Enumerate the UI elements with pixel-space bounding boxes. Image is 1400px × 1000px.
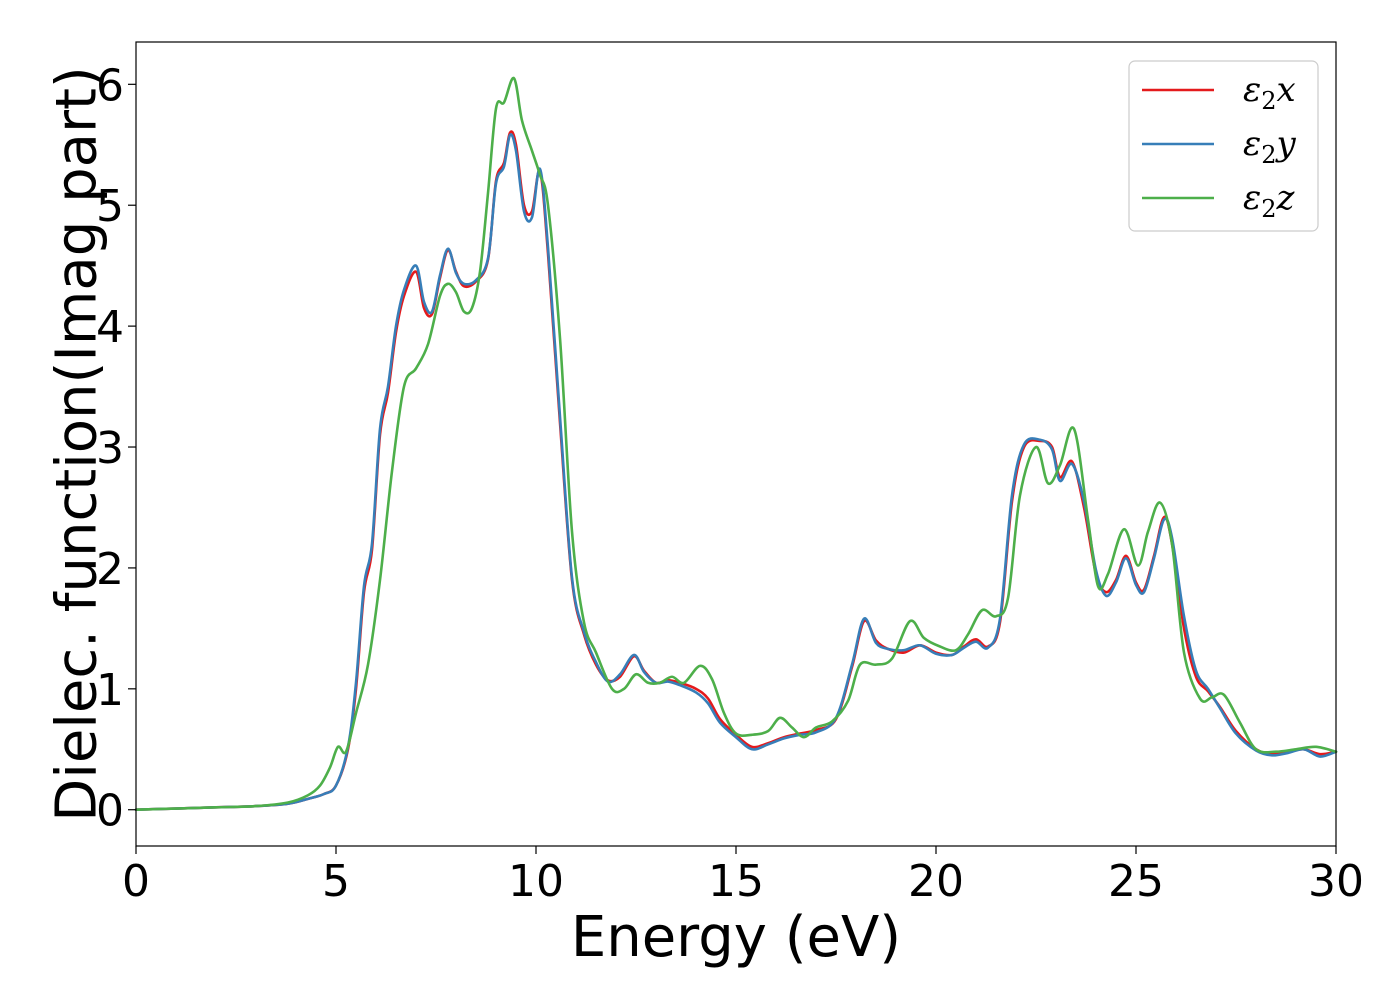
x-tick-label: 20 xyxy=(908,856,964,907)
y-tick-label: 4 xyxy=(96,302,124,353)
legend-label-z: ε2z xyxy=(1243,178,1296,223)
y-axis-ticks: 0 1 2 3 4 5 6 xyxy=(96,60,136,837)
y-axis-label: Dielec. function(Imag part) xyxy=(45,66,110,822)
series-layer xyxy=(134,76,1338,812)
series-line-x xyxy=(134,130,1338,812)
y-tick-label: 1 xyxy=(96,665,124,716)
y-tick-label: 0 xyxy=(96,786,124,837)
legend-label-x: ε2x xyxy=(1243,70,1296,115)
series-line-y xyxy=(134,133,1338,812)
x-axis-label: Energy (eV) xyxy=(571,905,901,970)
x-tick-label: 5 xyxy=(322,856,350,907)
y-tick-label: 6 xyxy=(96,60,124,111)
legend-label-y: ε2y xyxy=(1243,124,1297,169)
x-tick-label: 15 xyxy=(708,856,764,907)
legend-box xyxy=(1128,60,1319,232)
x-axis-ticks: 0 5 10 15 20 25 30 xyxy=(122,846,1364,907)
y-tick-label: 3 xyxy=(96,423,124,474)
x-tick-label: 25 xyxy=(1108,856,1164,907)
x-tick-label: 10 xyxy=(508,856,564,907)
x-tick-label: 30 xyxy=(1308,856,1364,907)
x-tick-label: 0 xyxy=(122,856,150,907)
series-line-z xyxy=(134,76,1338,812)
legend: ε2x ε2y ε2z xyxy=(1128,60,1319,232)
y-tick-label: 5 xyxy=(96,181,124,232)
y-tick-label: 2 xyxy=(96,544,124,595)
